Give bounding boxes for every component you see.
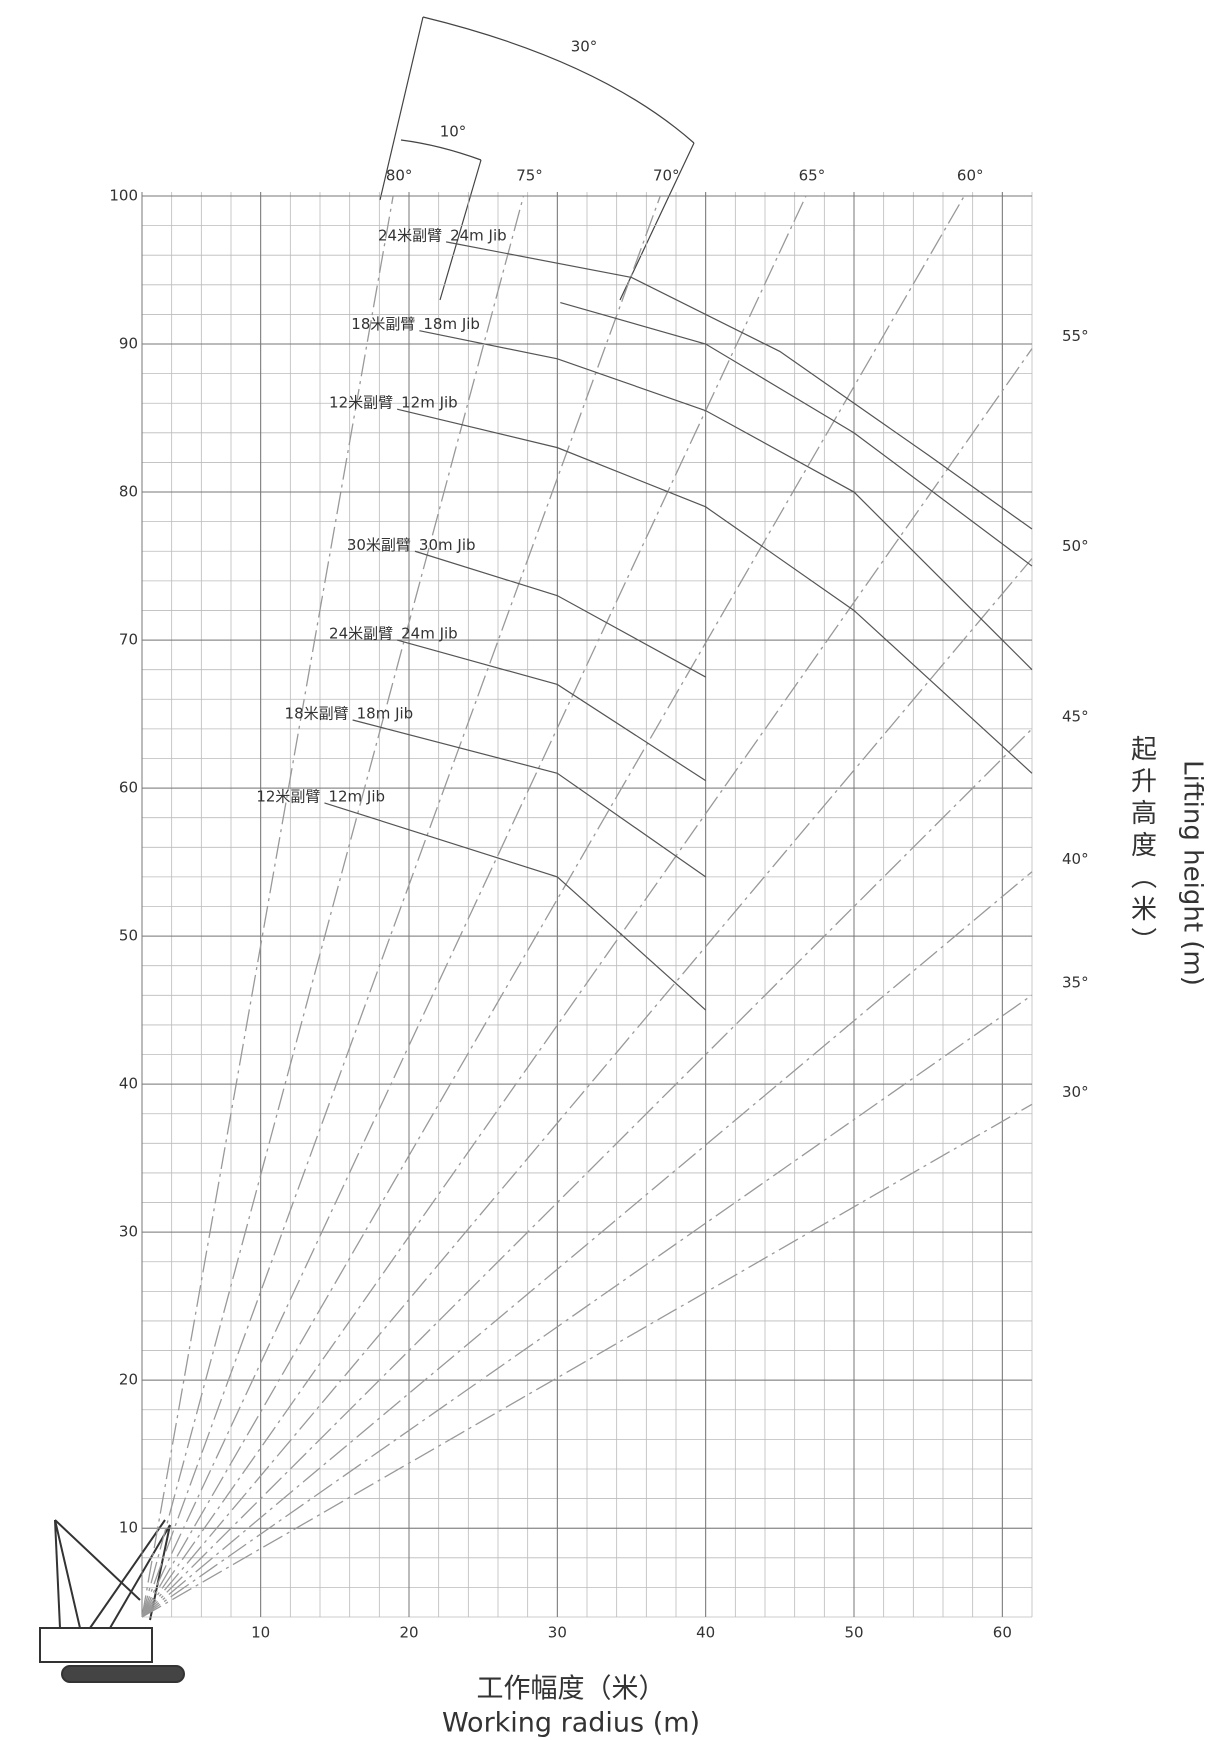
y-tick-label: 90 [119,335,138,353]
y-title-cn: 起升高度（米） [1127,735,1157,959]
angle-label: 75° [516,167,543,185]
x-tick-label: 10 [251,1624,270,1642]
y-tick-label: 40 [119,1075,138,1093]
angle-label: 45° [1062,707,1089,725]
x-tick-label: 30 [548,1624,567,1642]
angle-label: 55° [1062,327,1089,345]
y-tick-label: 20 [119,1371,138,1389]
jib-label: 24m Jib [401,625,458,643]
angle-label: 30° [1062,1083,1089,1101]
jib-label: 18m Jib [357,704,414,722]
jib-label: 30m Jib [419,536,476,554]
angle-label: 60° [957,167,984,185]
jib-label: 18m Jib [423,315,480,333]
offset-label: 10° [440,123,467,141]
y-tick-label: 60 [119,779,138,797]
jib-label-cn: 12米副臂 [329,394,393,412]
x-tick-label: 60 [993,1624,1012,1642]
jib-label: 12m Jib [328,787,385,805]
y-tick-label: 100 [109,187,138,205]
jib-curve [397,640,706,781]
crane-icon [40,1520,184,1682]
jib-curve [353,720,706,877]
angle-label: 50° [1062,537,1089,555]
angle-label: 70° [653,167,680,185]
y-title: Lifting height (m) [1178,760,1208,986]
offset-arc [401,140,481,160]
jib-label: 12m Jib [401,394,458,412]
chart: 30° 10° 工作幅度（米） Working radius (m) 起升高度（… [0,0,1231,1740]
y-tick-label: 10 [119,1519,138,1537]
y-tick-label: 70 [119,631,138,649]
jib-label-cn: 18米副臂 [351,315,415,333]
jib-label-cn: 30米副臂 [347,536,411,554]
offset-label: 30° [571,38,598,56]
jib-curve [397,409,1032,773]
x-tick-label: 20 [399,1624,418,1642]
jib-curve [560,303,1032,566]
angle-label: 35° [1062,974,1089,992]
y-tick-label: 30 [119,1223,138,1241]
jib-label-cn: 12米副臂 [256,787,320,805]
angle-label: 65° [799,167,826,185]
x-tick-label: 40 [696,1624,715,1642]
jib-curve [415,551,706,677]
jib-label-cn: 24米副臂 [378,226,442,244]
y-tick-label: 50 [119,927,138,945]
angle-label: 80° [386,167,413,185]
x-tick-label: 50 [844,1624,863,1642]
x-title: Working radius (m) [442,1708,700,1739]
jib-label: 24m Jib [450,226,507,244]
jib-label-cn: 18米副臂 [285,704,349,722]
y-tick-label: 80 [119,483,138,501]
jib-curve [419,331,1032,670]
jib-label-cn: 24米副臂 [329,625,393,643]
x-title-cn: 工作幅度（米） [477,1674,666,1705]
angle-label: 40° [1062,850,1089,868]
